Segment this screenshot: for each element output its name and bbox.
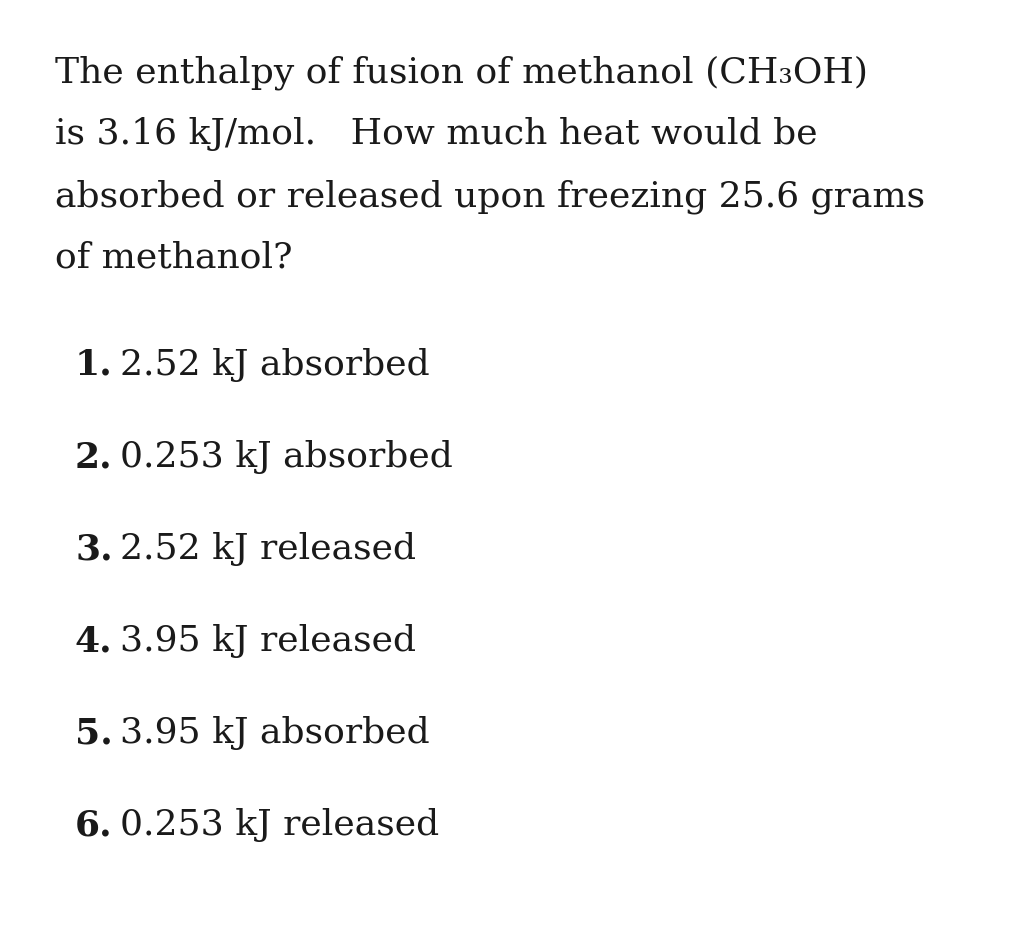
Text: of methanol?: of methanol? bbox=[55, 241, 293, 275]
Text: 0.253 kJ released: 0.253 kJ released bbox=[120, 808, 440, 842]
Text: The enthalpy of fusion of methanol (CH₃OH): The enthalpy of fusion of methanol (CH₃O… bbox=[55, 55, 868, 89]
Text: 2.: 2. bbox=[75, 440, 113, 474]
Text: 2.52 kJ absorbed: 2.52 kJ absorbed bbox=[120, 348, 429, 382]
Text: 3.95 kJ released: 3.95 kJ released bbox=[120, 624, 416, 658]
Text: absorbed or released upon freezing 25.6 grams: absorbed or released upon freezing 25.6 … bbox=[55, 179, 925, 214]
Text: 4.: 4. bbox=[75, 624, 113, 658]
Text: 3.95 kJ absorbed: 3.95 kJ absorbed bbox=[120, 716, 429, 750]
Text: is 3.16 kJ/mol.   How much heat would be: is 3.16 kJ/mol. How much heat would be bbox=[55, 117, 817, 151]
Text: 5.: 5. bbox=[75, 716, 113, 750]
Text: 1.: 1. bbox=[75, 348, 113, 382]
Text: 6.: 6. bbox=[75, 808, 113, 842]
Text: 3.: 3. bbox=[75, 532, 113, 566]
Text: 2.52 kJ released: 2.52 kJ released bbox=[120, 532, 416, 566]
Text: 0.253 kJ absorbed: 0.253 kJ absorbed bbox=[120, 440, 453, 474]
